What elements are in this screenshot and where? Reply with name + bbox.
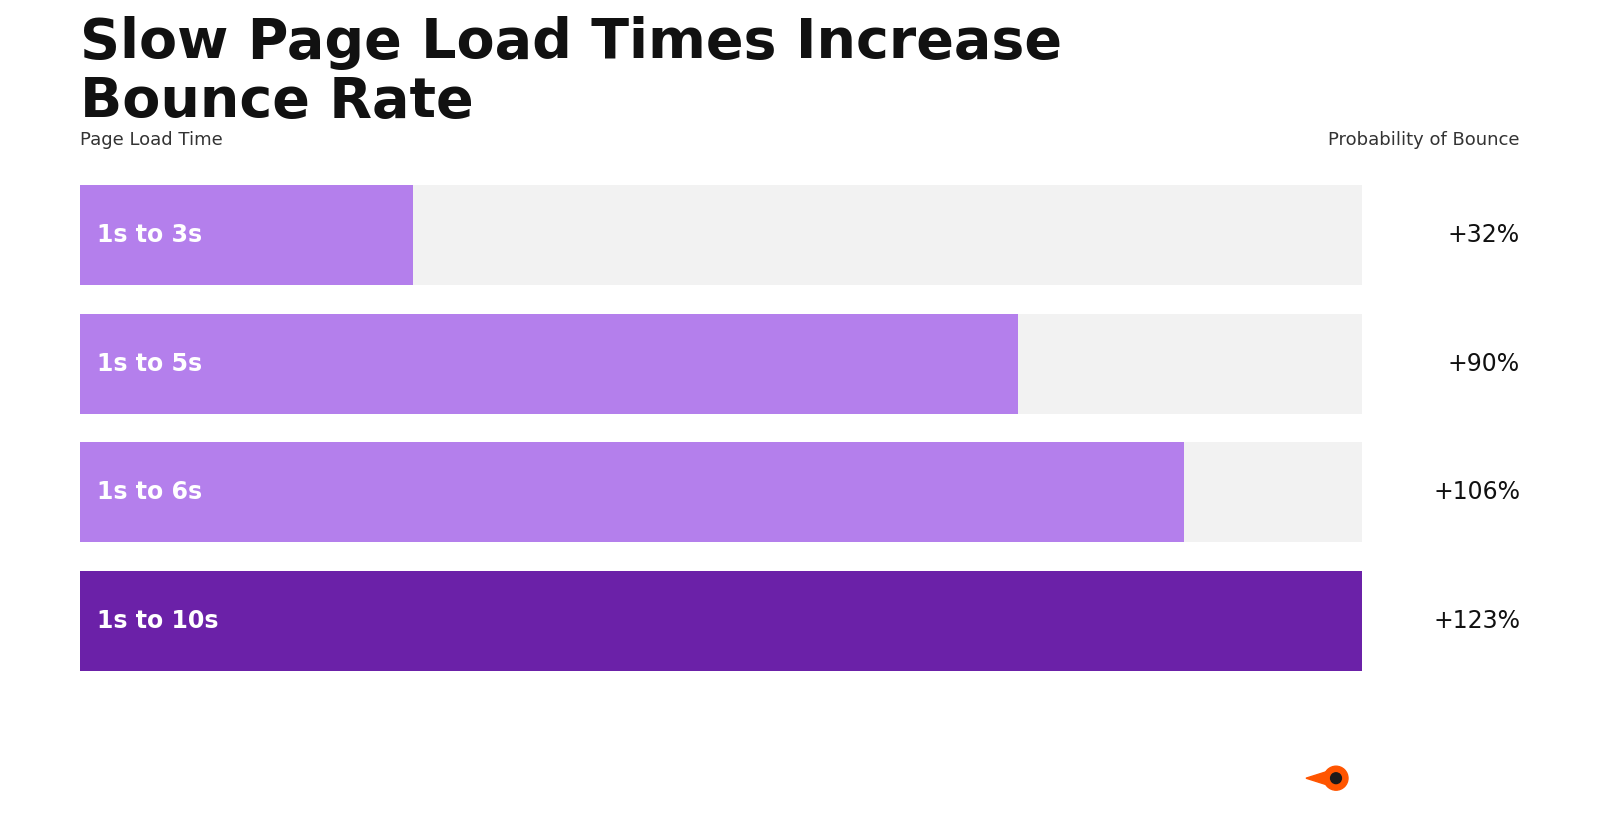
Text: Slow Page Load Times Increase
Bounce Rate: Slow Page Load Times Increase Bounce Rat… [80,16,1062,128]
FancyBboxPatch shape [80,442,1362,542]
FancyBboxPatch shape [80,185,413,285]
Text: 1s to 5s: 1s to 5s [98,351,203,376]
FancyBboxPatch shape [80,571,1362,671]
FancyBboxPatch shape [80,314,1018,413]
Text: +32%: +32% [1448,223,1520,247]
Text: Probability of Bounce: Probability of Bounce [1328,131,1520,150]
FancyBboxPatch shape [80,314,1362,413]
Ellipse shape [1331,773,1341,784]
Text: 1s to 10s: 1s to 10s [98,609,219,633]
FancyBboxPatch shape [80,571,1362,671]
Text: SEMRUSH: SEMRUSH [1354,764,1507,792]
Text: semrush.com: semrush.com [80,769,211,788]
Polygon shape [1306,770,1333,787]
Ellipse shape [1325,766,1347,790]
Text: 1s to 6s: 1s to 6s [98,480,203,504]
FancyBboxPatch shape [80,442,1184,542]
Text: Page Load Time: Page Load Time [80,131,222,150]
Text: +90%: +90% [1448,351,1520,376]
FancyBboxPatch shape [80,185,1362,285]
Text: +106%: +106% [1434,480,1520,504]
Text: 1s to 3s: 1s to 3s [98,223,203,247]
Text: +123%: +123% [1434,609,1520,633]
